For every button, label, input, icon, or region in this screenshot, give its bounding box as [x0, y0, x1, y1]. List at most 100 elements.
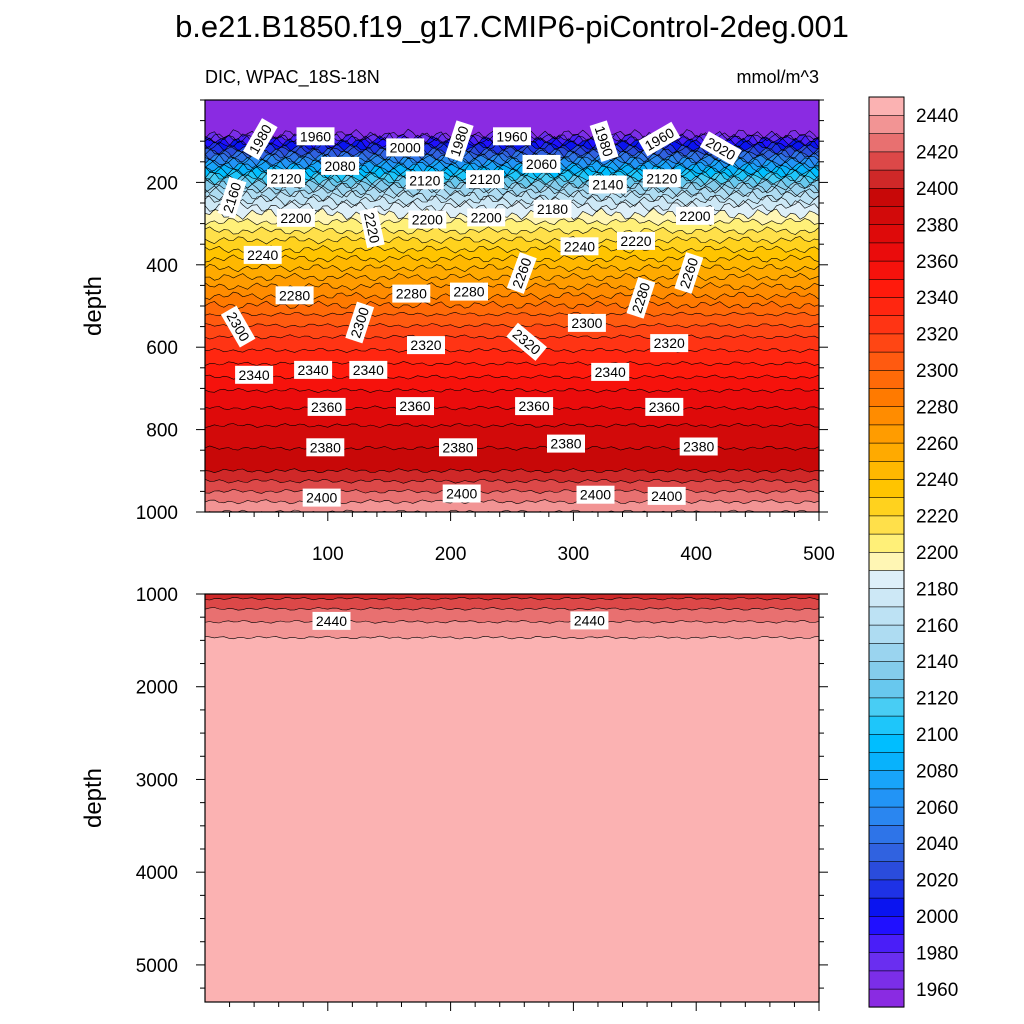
upper-contour-line: [205, 311, 819, 317]
upper-contour-label-box: [560, 237, 599, 256]
upper-contour-label: 2380: [547, 434, 585, 453]
lower-depth-panel: 2440 2440 1000 2000 3000 4000 5000 depth: [80, 585, 828, 1011]
colorbar-swatch: [868, 533, 905, 553]
upper-contour-label-box: [407, 336, 445, 355]
upper-contour-label: 2300: [567, 313, 606, 332]
lower-y-tick-label: 3000: [136, 770, 178, 791]
colorbar-tick-label: 2180: [916, 579, 958, 600]
upper-y-tick-label: 1000: [136, 503, 178, 524]
upper-contour-label-box: [345, 301, 375, 344]
upper-contour-label-text: 2000: [390, 139, 421, 155]
upper-x-tick-label: 100: [312, 544, 344, 565]
upper-contour-label: 2400: [647, 486, 686, 505]
lower-contour-line: [205, 596, 819, 601]
colorbar-swatch: [868, 569, 905, 590]
upper-x-tick-label: 200: [435, 544, 467, 565]
colorbar-swatch: [868, 697, 905, 717]
upper-contour-line: [205, 405, 819, 411]
colorbar-tick-label: 2200: [916, 543, 958, 564]
upper-contour-line: [205, 185, 819, 198]
upper-contour-line: [205, 226, 819, 235]
upper-contour-label-text: 2200: [471, 209, 502, 225]
colorbar-swatch: [868, 278, 905, 298]
upper-contour-label-text: 2320: [410, 337, 441, 353]
colorbar-swatch: [868, 187, 905, 207]
left-subtitle: DIC, WPAC_18S-18N: [205, 67, 380, 88]
upper-contour-label-box: [676, 206, 714, 225]
upper-contour-label-text: 2200: [412, 212, 443, 228]
units-subtitle: mmol/m^3: [737, 67, 819, 87]
upper-contour-label-box: [506, 252, 537, 294]
upper-contour-line: [205, 171, 819, 184]
upper-contour-label-box: [306, 438, 345, 457]
colorbar-swatch: [868, 788, 905, 808]
upper-contour-label-box: [493, 127, 531, 146]
colorbar-swatch: [868, 224, 905, 244]
colorbar-tick-label: 2240: [916, 470, 958, 491]
upper-contour-label-box: [359, 207, 385, 249]
upper-contour-label-box: [650, 334, 689, 353]
upper-contour-label-text: 2200: [280, 210, 311, 226]
upper-contour-label: 2200: [467, 208, 506, 227]
upper-contour-label-box: [302, 488, 341, 507]
upper-x-tick-label: 300: [558, 544, 590, 565]
upper-contour-label: 2400: [302, 488, 341, 507]
upper-contour-label-box: [617, 231, 655, 250]
upper-contour-line: [205, 181, 819, 194]
upper-contour-label: 2240: [243, 245, 282, 264]
upper-contour-label: 2140: [588, 175, 627, 194]
colorbar-tick-label: 2040: [916, 834, 958, 855]
upper-contour-label-text: 2240: [247, 247, 278, 263]
upper-contour-label: 1960: [296, 127, 335, 146]
upper-contour-label-box: [408, 210, 447, 229]
upper-contour-label-box: [515, 397, 554, 416]
colorbar-tick-label: 2020: [916, 871, 958, 892]
upper-x-tick-label: 500: [803, 544, 835, 565]
chart-title: b.e21.B1850.f19_g17.CMIP6-piControl-2deg…: [175, 9, 849, 44]
upper-contour-line: [205, 478, 819, 484]
upper-contour-label: 2380: [306, 438, 345, 457]
upper-contour-label: 2120: [405, 171, 444, 190]
upper-contour-line: [205, 245, 819, 254]
upper-contour-label: 2200: [676, 206, 714, 225]
colorbar: 1960 1980 2000 2020 2040 2060 2080 2100 2120 2140…: [868, 96, 958, 1008]
upper-contour-label-box: [638, 121, 681, 157]
colorbar-swatch: [868, 897, 905, 917]
upper-y-tick-label: 600: [146, 338, 178, 359]
lower-contour-line: [205, 606, 819, 611]
colorbar-swatch: [868, 114, 905, 134]
lower-y-tick-label: 1000: [136, 585, 178, 606]
colorbar-swatch: [868, 660, 905, 681]
colorbar-swatch: [868, 369, 905, 389]
upper-contour-label-text: 1960: [496, 128, 527, 144]
lower-fill-band: [205, 636, 819, 1002]
upper-contour-label: 2280: [275, 286, 314, 305]
upper-contour-line: [205, 189, 819, 202]
upper-contour-label-box: [626, 276, 656, 319]
lower-contour-line: [205, 635, 819, 640]
upper-y-tick-label: 800: [146, 421, 178, 442]
upper-contour-label: 2080: [321, 156, 360, 175]
upper-contour-label-text: 2240: [564, 238, 595, 254]
upper-contour-label-text: 2360: [649, 399, 680, 415]
upper-contour-line: [205, 155, 819, 169]
upper-contour-label: 2340: [294, 360, 333, 379]
lower-contour-label: 2440: [312, 611, 351, 630]
upper-contour-label-box: [294, 360, 333, 379]
upper-contour-label-box: [349, 360, 388, 379]
upper-contour-label-box: [275, 286, 314, 305]
upper-contour-label-box: [679, 437, 718, 456]
upper-contour-label: 2360: [307, 397, 346, 416]
upper-contour-label: 2220: [359, 207, 385, 249]
upper-contour-label-box: [386, 138, 425, 157]
upper-contour-label: 2400: [442, 484, 481, 503]
colorbar-tick-label: 2000: [916, 907, 958, 928]
upper-contour-label-box: [444, 120, 474, 163]
upper-contour-label-box: [645, 397, 684, 416]
upper-contour-label-box: [235, 365, 274, 384]
upper-contour-label-box: [296, 127, 335, 146]
lower-contour-label-text: 2440: [316, 613, 347, 629]
colorbar-swatch: [868, 624, 905, 644]
upper-contour-label-text: 2360: [311, 399, 342, 415]
